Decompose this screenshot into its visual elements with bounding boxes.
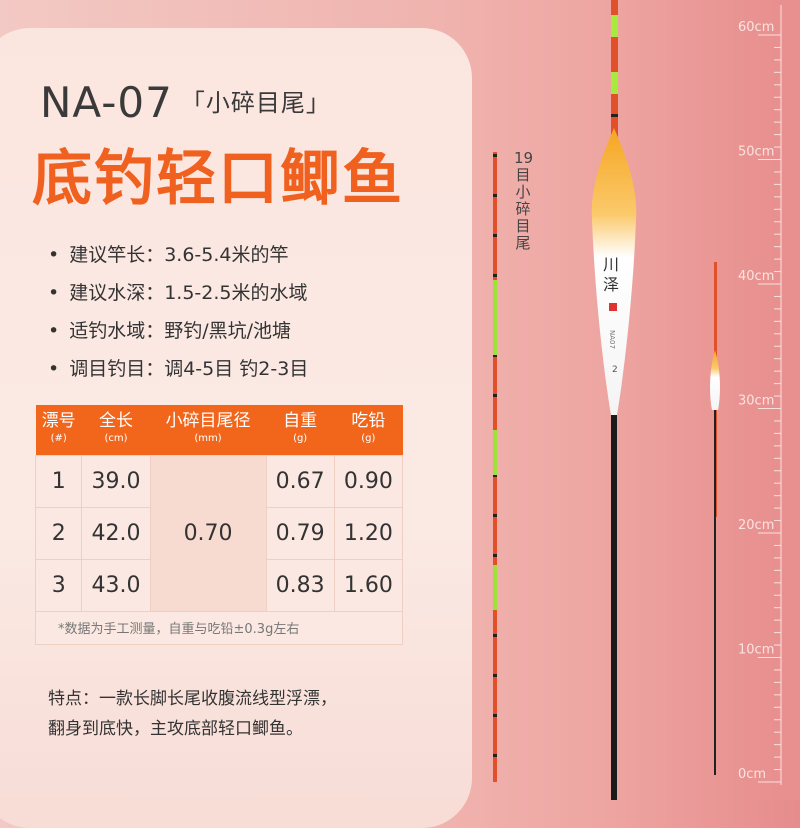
feature-line: 特点：一款长脚长尾收腹流线型浮漂， xyxy=(48,689,337,709)
table-header: 漂号 (#) 全长 (cm) 小碎目尾径 (mm) 自重 (g) 吃铅 (g) xyxy=(35,405,403,455)
spec-table: 漂号 (#) 全长 (cm) 小碎目尾径 (mm) 自重 (g) 吃铅 (g) 1 39.0… xyxy=(34,405,404,645)
diameter-cell: 0.70 xyxy=(149,454,267,612)
ruler-label: 50cm xyxy=(738,145,774,160)
ruler-label: 40cm xyxy=(738,269,774,284)
ruler-label: 0cm xyxy=(738,767,766,782)
svg-text:2: 2 xyxy=(612,365,618,375)
product-illustration: 川泽 NA07 2 60cm 50cm 40cm 30cm 20cm 10cm 0cm xyxy=(493,0,800,800)
table-note: *数据为手工测量，自重与吃铅±0.3g左右 xyxy=(35,610,403,645)
table-row: 2 42.0 0.79 1.20 xyxy=(34,506,404,560)
ruler-label: 30cm xyxy=(738,394,774,409)
bullet: 调目钓目：调4-5目 钓2-3目 xyxy=(48,354,308,381)
bullet: 建议竿长：3.6-5.4米的竿 xyxy=(48,240,288,267)
float-thin xyxy=(493,152,497,782)
model-title: NA-07 「小碎目尾」 xyxy=(40,78,331,127)
float-model: NA07 xyxy=(608,330,616,349)
float-brand: 川泽 xyxy=(603,255,619,294)
ruler-label: 60cm xyxy=(738,20,774,35)
ruler-label: 10cm xyxy=(738,643,774,658)
headline: 底钓轻口鲫鱼 xyxy=(32,144,404,214)
ruler: 60cm 50cm 40cm 30cm 20cm 10cm 0cm xyxy=(738,5,782,785)
vertical-label: 19目小碎目尾 xyxy=(514,149,534,252)
table-row: 1 39.0 0.70 0.67 0.90 xyxy=(34,454,404,612)
bullet: 适钓水域：野钓/黑坑/池塘 xyxy=(48,316,291,343)
bullet: 建议水深：1.5-2.5米的水域 xyxy=(48,278,307,305)
float-small xyxy=(710,262,720,775)
feature-line: 翻身到底快，主攻底部轻口鲫鱼。 xyxy=(48,719,303,739)
ruler-label: 20cm xyxy=(738,518,774,533)
float-main: 川泽 NA07 2 xyxy=(591,0,637,800)
